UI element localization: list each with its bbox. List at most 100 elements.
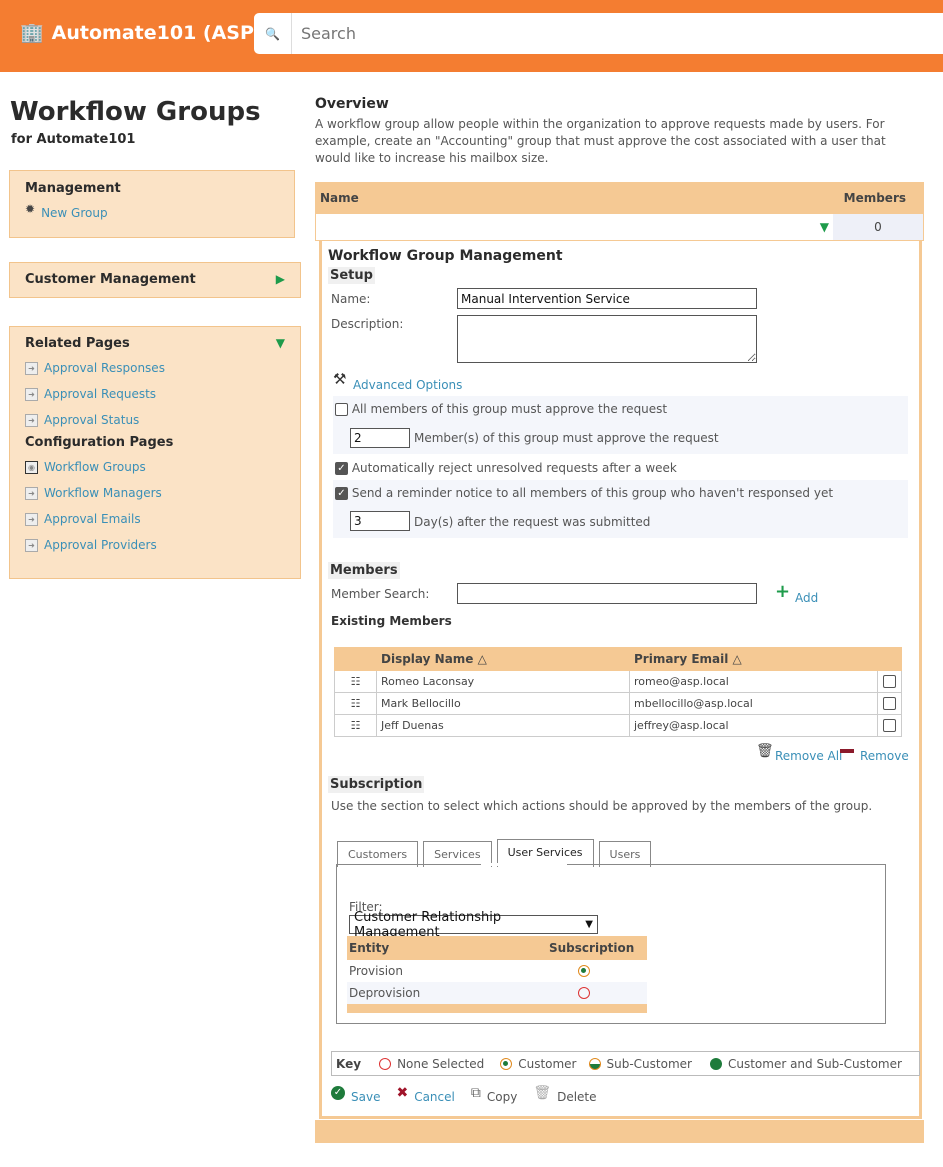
row-checkbox[interactable] [883,719,896,733]
add-icon[interactable]: + [775,581,791,602]
row-checkbox[interactable] [883,675,896,689]
none-radio-icon[interactable] [578,987,590,999]
auto-reject-option[interactable]: ✓ Automatically reject unresolved reques… [335,461,677,475]
member-name: Romeo Laconsay [376,670,630,693]
name-input[interactable] [457,288,757,309]
setup-heading: Setup [328,267,375,284]
key-customer: Customer [518,1056,577,1071]
chevron-down-icon: ▼ [585,919,593,930]
search-box[interactable]: 🔍 [254,13,943,54]
expand-row-icon[interactable]: ▼ [819,220,829,234]
tab-services[interactable]: Services [423,841,492,867]
col-name[interactable]: Name [320,190,359,205]
config-link[interactable]: ➜ Approval Providers [25,532,285,558]
subscription-tabs: Customers Services User Services Users [337,839,652,867]
contact-card-icon[interactable]: ☷ [334,670,377,693]
customer-management-panel[interactable]: Customer Management ▶ [9,262,301,298]
col-members[interactable]: Members [843,190,906,205]
link-label[interactable]: Approval Emails [44,512,141,526]
key-both: Customer and Sub-Customer [727,1056,902,1071]
config-link[interactable]: ➜ Workflow Managers [25,480,285,506]
customer-radio-icon[interactable] [578,965,590,977]
delete-icon[interactable]: 🗑 [533,1085,552,1101]
remove-all-button[interactable]: Remove All [775,749,843,763]
overview-text: A workflow group allow people within the… [315,117,886,165]
minus-icon[interactable] [840,749,854,753]
link-label[interactable]: Approval Requests [44,387,157,401]
save-button[interactable]: Save [351,1090,381,1104]
active-tab-gap [481,863,567,866]
filter-select[interactable]: Customer Relationship Management ▼ [349,910,598,940]
overview-title: Overview [315,96,389,112]
related-link[interactable]: ➜ Approval Status [25,407,285,433]
target-icon: ◉ [25,460,38,474]
link-label[interactable]: Workflow Managers [44,486,162,500]
related-link[interactable]: ➜ Approval Responses [25,355,285,381]
tab-users[interactable]: Users [598,841,652,867]
related-pages-panel: Related Pages ▼ ➜ Approval Responses ➜ Appr… [9,326,301,579]
new-group-label[interactable]: New Group [41,206,108,220]
management-panel: Management ✹ New Group [9,170,295,238]
reminder-checkbox[interactable]: ✓ [335,487,348,500]
add-member-button[interactable]: Add [795,591,819,605]
link-label[interactable]: Approval Responses [44,361,165,375]
copy-button[interactable]: Copy [486,1090,518,1104]
row-checkbox[interactable] [883,697,896,711]
search-icon[interactable]: 🔍 [254,13,292,54]
cancel-button[interactable]: Cancel [414,1090,455,1104]
table-row: ☷ Jeff Duenas jeffrey@asp.local [334,714,902,737]
page-title: Workflow Groups [10,97,261,127]
entity-row: Provision [347,960,647,982]
reminder-options [333,480,908,538]
link-label[interactable]: Approval Providers [44,538,157,552]
panel-title: Management [25,181,121,196]
cancel-x-icon[interactable]: ✖ [396,1085,409,1101]
tab-customers[interactable]: Customers [337,841,419,867]
existing-members-heading: Existing Members [331,614,452,628]
advanced-options-link[interactable]: Advanced Options [353,378,463,392]
brand[interactable]: 🏢 Automate101 (ASP) [20,21,263,45]
col-display-name[interactable]: Display Name △ [376,647,630,671]
members-table-header: Display Name △ Primary Email △ [334,647,902,671]
config-link[interactable]: ➜ Approval Emails [25,506,285,532]
contact-card-icon[interactable]: ☷ [334,692,377,715]
description-textarea[interactable] [457,315,757,363]
search-input[interactable] [292,24,892,43]
auto-reject-checkbox[interactable]: ✓ [335,462,348,475]
groups-table-row[interactable]: ▼ 0 [315,213,924,241]
entity-name: Deprovision [349,986,421,1000]
all-members-option[interactable]: All members of this group must approve t… [335,402,667,416]
filter-label: Filter: [349,900,383,914]
link-label[interactable]: Workflow Groups [44,460,146,474]
brand-name: Automate101 (ASP) [51,21,263,44]
new-group-link[interactable]: ✹ New Group [25,202,279,220]
expand-arrow-icon[interactable]: ▶ [275,272,285,286]
page-link-icon: ➜ [25,361,38,375]
reminder-option[interactable]: ✓ Send a reminder notice to all members … [335,486,833,500]
entity-name: Provision [349,964,404,978]
delete-button[interactable]: Delete [557,1090,597,1104]
page-link-icon: ➜ [25,512,38,526]
min-approvers-input[interactable] [350,428,410,448]
sub-customer-icon [588,1057,601,1070]
copy-icon[interactable]: ⧉ [470,1085,481,1101]
tab-user-services[interactable]: User Services [496,839,594,867]
key-none: None Selected [397,1056,485,1071]
col-subscription: Subscription [549,941,635,955]
all-members-checkbox[interactable] [335,403,348,416]
member-search-input[interactable] [457,583,757,604]
remove-button[interactable]: Remove [860,749,909,763]
config-link[interactable]: ◉ Workflow Groups [25,454,285,480]
option-label: Send a reminder notice to all members of… [351,486,834,500]
collapse-arrow-icon[interactable]: ▼ [275,336,285,350]
contact-card-icon[interactable]: ☷ [334,714,377,737]
check-icon[interactable]: ✓ [331,1086,345,1100]
reminder-days-input[interactable] [350,511,410,531]
member-email: jeffrey@asp.local [629,714,878,737]
col-primary-email[interactable]: Primary Email △ [629,647,878,671]
trash-icon[interactable]: 🗑 [756,743,774,759]
entity-row: Deprovision [347,982,647,1004]
link-label[interactable]: Approval Status [44,413,140,427]
related-link[interactable]: ➜ Approval Requests [25,381,285,407]
footer-bar [315,1120,924,1143]
